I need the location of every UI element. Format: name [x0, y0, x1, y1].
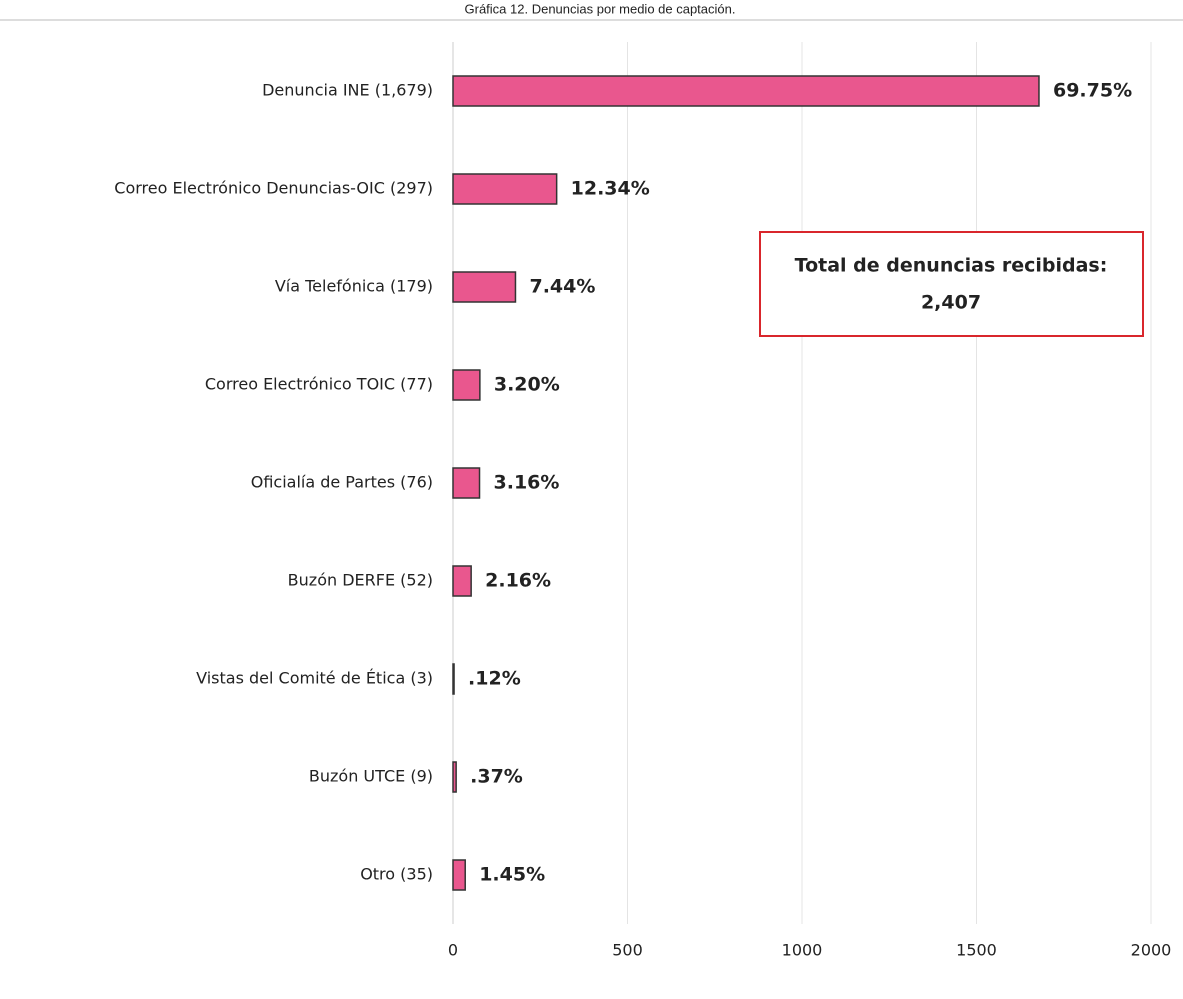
data-label: 12.34% — [571, 178, 650, 200]
bar — [452, 663, 455, 695]
data-label: .37% — [470, 766, 523, 788]
annotation-box — [759, 231, 1144, 337]
x-tick-label: 1000 — [782, 941, 823, 960]
annotation-line: Total de denuncias recibidas: — [795, 255, 1108, 277]
bar — [452, 761, 457, 793]
data-label: 2.16% — [485, 570, 551, 592]
bar — [452, 859, 466, 891]
y-tick-label: Oficialía de Partes (76) — [251, 473, 433, 492]
data-label: 7.44% — [529, 276, 595, 298]
y-tick-label: Vía Telefónica (179) — [275, 277, 433, 296]
y-tick-label: Vistas del Comité de Ética (3) — [196, 669, 433, 688]
bar — [452, 565, 472, 597]
data-label: 69.75% — [1053, 80, 1132, 102]
y-tick-label: Buzón UTCE (9) — [309, 767, 433, 786]
annotation-line: 2,407 — [921, 292, 981, 314]
y-tick-label: Correo Electrónico TOIC (77) — [205, 375, 433, 394]
data-label: 3.20% — [494, 374, 560, 396]
x-tick-label: 1500 — [956, 941, 997, 960]
data-label: 3.16% — [494, 472, 560, 494]
bar — [452, 271, 517, 303]
x-tick-label: 2000 — [1131, 941, 1172, 960]
chart-title: Gráfica 12. Denuncias por medio de capta… — [465, 1, 736, 16]
y-tick-label: Correo Electrónico Denuncias-OIC (297) — [114, 179, 433, 198]
y-tick-label: Otro (35) — [360, 865, 433, 884]
bar — [452, 75, 1040, 107]
y-tick-label: Denuncia INE (1,679) — [262, 81, 433, 100]
x-tick-label: 0 — [448, 941, 458, 960]
y-tick-label: Buzón DERFE (52) — [288, 571, 433, 590]
data-label: 1.45% — [479, 864, 545, 886]
bar — [452, 369, 481, 401]
data-label: .12% — [468, 668, 521, 690]
bar — [452, 173, 558, 205]
bar — [452, 467, 481, 499]
x-tick-label: 500 — [612, 941, 643, 960]
